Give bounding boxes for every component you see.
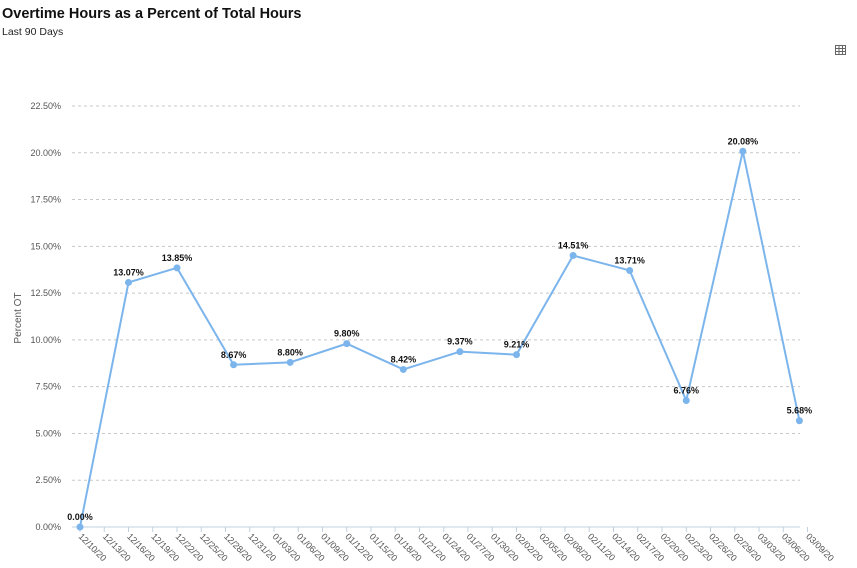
data-point xyxy=(795,417,803,425)
chart-subtitle: Last 90 Days xyxy=(2,26,64,38)
data-label: 13.85% xyxy=(162,253,193,263)
data-point xyxy=(682,397,690,405)
data-point xyxy=(456,348,464,356)
y-tick-label: 12.50% xyxy=(30,288,61,298)
data-point xyxy=(173,264,181,272)
y-tick-label: 0.00% xyxy=(35,522,61,532)
data-point xyxy=(343,340,351,348)
data-label: 9.37% xyxy=(447,337,473,347)
series-percent-ot xyxy=(76,147,803,531)
data-point xyxy=(513,351,520,359)
x-axis: 12/10/2012/13/2012/16/2012/19/2012/22/20… xyxy=(72,526,836,563)
data-labels: 0.00% 13.07% 13.85% 8.67% 8.80% 9.80% 8.42% 9.3… xyxy=(67,136,812,522)
data-label: 9.80% xyxy=(334,329,360,339)
data-point xyxy=(399,365,407,373)
data-point xyxy=(286,358,294,366)
y-tick-label: 2.50% xyxy=(35,475,61,485)
data-point xyxy=(626,266,634,274)
data-label: 8.42% xyxy=(391,354,417,364)
y-tick-label: 15.00% xyxy=(30,241,61,251)
data-point xyxy=(569,252,577,260)
data-label: 8.67% xyxy=(221,350,247,360)
series-line xyxy=(79,151,801,528)
y-tick-label: 20.00% xyxy=(30,148,61,158)
data-label: 20.08% xyxy=(728,136,759,146)
y-tick-label: 10.00% xyxy=(30,335,61,345)
y-tick-label: 17.50% xyxy=(30,195,61,205)
chart-title: Overtime Hours as a Percent of Total Hou… xyxy=(2,6,302,22)
data-label: 5.68% xyxy=(787,406,813,416)
data-label: 14.51% xyxy=(558,241,589,251)
data-label: 8.80% xyxy=(277,347,303,357)
grid-lines xyxy=(72,105,800,481)
data-point xyxy=(230,361,238,369)
y-tick-label: 5.00% xyxy=(35,428,61,438)
y-axis-label: Percent OT xyxy=(13,292,24,343)
data-label: 6.76% xyxy=(673,386,699,396)
data-point xyxy=(76,523,84,531)
data-label: 0.00% xyxy=(67,512,93,522)
data-point xyxy=(125,278,132,286)
data-label: 13.71% xyxy=(614,255,645,265)
data-point xyxy=(739,147,747,155)
data-label: 9.21% xyxy=(504,340,530,350)
y-axis: 0.00% 2.50% 5.00% 7.50% 10.00% 12.50% 15.00% 17… xyxy=(30,101,61,532)
y-tick-label: 22.50% xyxy=(30,101,61,111)
table-grid-icon[interactable] xyxy=(835,45,846,55)
data-label: 13.07% xyxy=(113,267,144,277)
y-tick-label: 7.50% xyxy=(35,382,61,392)
